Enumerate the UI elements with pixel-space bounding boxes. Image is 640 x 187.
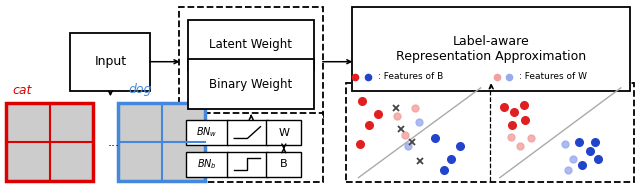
FancyBboxPatch shape (188, 59, 314, 109)
Bar (118, 103, 205, 181)
FancyBboxPatch shape (179, 7, 323, 117)
Text: Label-aware
Representation Approximation: Label-aware Representation Approximation (396, 35, 586, 63)
Text: ...: ... (108, 136, 120, 149)
FancyBboxPatch shape (352, 7, 630, 91)
Text: cat: cat (13, 84, 32, 96)
FancyBboxPatch shape (266, 151, 301, 177)
Text: Binary Weight: Binary Weight (209, 78, 292, 91)
FancyBboxPatch shape (227, 151, 268, 177)
FancyBboxPatch shape (186, 120, 228, 145)
FancyBboxPatch shape (70, 33, 150, 91)
FancyBboxPatch shape (266, 120, 301, 145)
Text: $BN_b$: $BN_b$ (197, 157, 217, 171)
Text: W: W (278, 128, 289, 138)
Bar (6, 103, 93, 181)
Text: $BN_w$: $BN_w$ (196, 126, 218, 140)
Text: : Features of B: : Features of B (378, 72, 443, 81)
FancyBboxPatch shape (186, 151, 228, 177)
FancyBboxPatch shape (227, 120, 268, 145)
Text: Input: Input (94, 55, 127, 68)
Text: dog: dog (128, 84, 152, 96)
FancyBboxPatch shape (179, 113, 323, 182)
Text: Latent Weight: Latent Weight (209, 38, 292, 51)
Text: B: B (280, 159, 287, 169)
Text: : Features of W: : Features of W (519, 72, 587, 81)
FancyBboxPatch shape (188, 20, 314, 70)
FancyBboxPatch shape (346, 83, 634, 182)
